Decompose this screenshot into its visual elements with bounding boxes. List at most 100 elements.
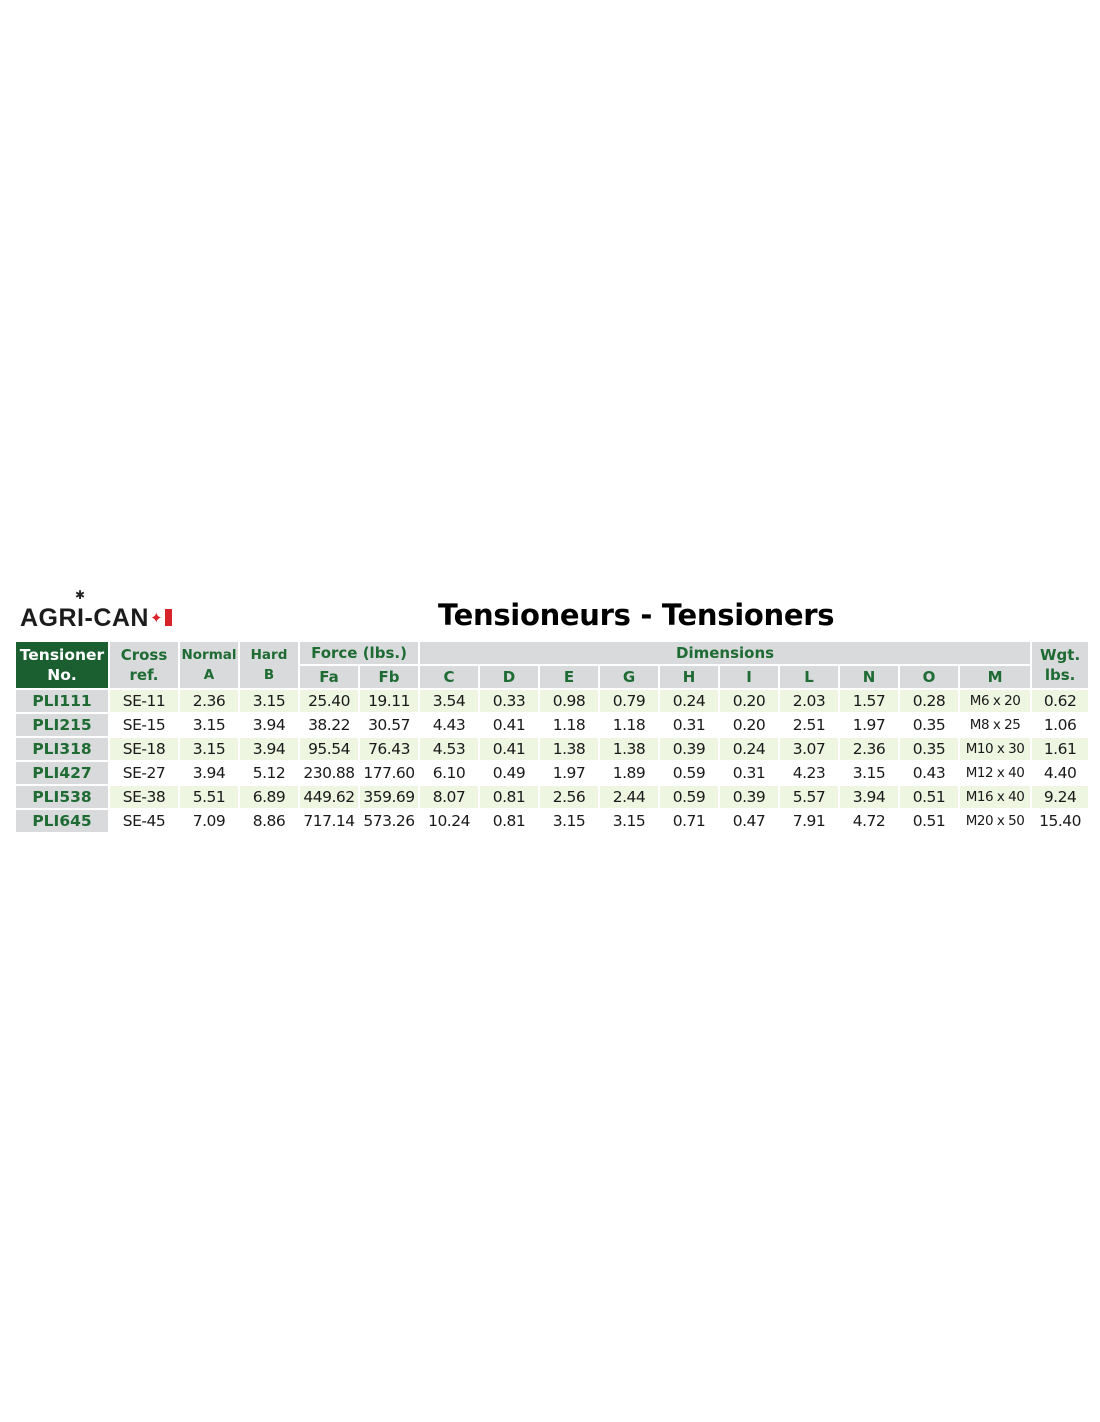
wheat-icon: ✱ xyxy=(75,588,86,602)
header-sublabel: A xyxy=(203,667,215,683)
agri-can-logo: ✱ AGRI-CAN ✦ xyxy=(20,588,172,632)
table-cell: SE-38 xyxy=(110,786,178,808)
table-cell: 0.39 xyxy=(720,786,779,808)
tensioner-number: PLI215 xyxy=(16,714,108,736)
table-cell: 0.51 xyxy=(912,812,946,830)
table-cell: 0.24 xyxy=(660,690,719,712)
table-cell: 1.38 xyxy=(600,738,659,760)
table-cell: 95.54 xyxy=(300,738,358,760)
table-cell: 30.57 xyxy=(368,716,410,734)
table-cell: 76.43 xyxy=(360,738,419,760)
header-e: E xyxy=(540,666,599,688)
table-cell: 19.11 xyxy=(360,690,419,712)
tensioner-number: PLI538 xyxy=(16,786,108,808)
header-tensioner-no: Tensioner No. xyxy=(16,642,108,688)
table-cell: M20 x 50 xyxy=(965,813,1025,829)
table-cell: 1.18 xyxy=(552,716,586,734)
table-row: PLI111 SE-11 2.36 3.15 25.40 19.11 3.54 0.33 0.9… xyxy=(16,690,1089,712)
table-cell: SE-27 xyxy=(122,764,166,782)
table-cell: 1.18 xyxy=(612,716,646,734)
table-cell: 2.36 xyxy=(840,738,899,760)
header-sublabel: B xyxy=(263,667,275,683)
table-cell: 3.94 xyxy=(192,764,226,782)
table-cell: 0.41 xyxy=(492,716,526,734)
header-o: O xyxy=(900,666,959,688)
tensioner-number: PLI645 xyxy=(16,810,108,832)
table-cell: 5.12 xyxy=(252,764,286,782)
table-cell: 2.36 xyxy=(180,690,238,712)
table-cell: 177.60 xyxy=(363,764,415,782)
table-cell: 0.81 xyxy=(480,786,539,808)
table-cell: 0.33 xyxy=(480,690,539,712)
table-cell: 0.41 xyxy=(480,738,539,760)
table-cell: M10 x 30 xyxy=(960,738,1031,760)
table-cell: 2.03 xyxy=(780,690,839,712)
table-cell: SE-15 xyxy=(122,716,166,734)
header-dimensions: Dimensions xyxy=(420,642,1031,664)
table-cell: 0.59 xyxy=(660,786,719,808)
table-cell: M8 x 25 xyxy=(969,717,1021,733)
table-cell: 449.62 xyxy=(300,786,358,808)
header-label: Hard xyxy=(250,647,288,663)
header-c: C xyxy=(420,666,479,688)
table-cell: 0.43 xyxy=(912,764,946,782)
table-cell: 0.59 xyxy=(672,764,706,782)
header-g: G xyxy=(600,666,659,688)
tensioner-number: PLI111 xyxy=(16,690,108,712)
table-cell: 0.81 xyxy=(492,812,526,830)
header-label: Wgt. xyxy=(1040,646,1081,664)
table-cell: 7.09 xyxy=(192,812,226,830)
table-cell: 0.28 xyxy=(900,690,959,712)
table-cell: 717.14 xyxy=(303,812,355,830)
tensioner-number: PLI318 xyxy=(16,738,108,760)
table-cell: 1.38 xyxy=(540,738,599,760)
header-n: N xyxy=(840,666,899,688)
header-sublabel: No. xyxy=(47,666,77,684)
table-cell: 3.15 xyxy=(240,690,298,712)
table-cell: M16 x 40 xyxy=(960,786,1031,808)
table-cell: 0.51 xyxy=(900,786,959,808)
table-cell: 25.40 xyxy=(300,690,358,712)
table-cell: 230.88 xyxy=(303,764,355,782)
table-cell: 6.89 xyxy=(240,786,298,808)
table-cell: 573.26 xyxy=(363,812,415,830)
tensioner-number: PLI427 xyxy=(16,762,108,784)
header-l: L xyxy=(780,666,839,688)
table-cell: 3.15 xyxy=(612,812,646,830)
header-fa: Fa xyxy=(300,666,358,688)
table-cell: 3.15 xyxy=(552,812,586,830)
table-cell: 4.23 xyxy=(792,764,826,782)
header-m: M xyxy=(960,666,1031,688)
table-cell: 359.69 xyxy=(360,786,419,808)
table-cell: 1.97 xyxy=(852,716,886,734)
table-cell: 3.94 xyxy=(840,786,899,808)
header-label: Normal xyxy=(181,647,237,663)
header-h: H xyxy=(660,666,719,688)
header-sublabel: ref. xyxy=(129,666,159,684)
table-cell: 3.07 xyxy=(780,738,839,760)
table-cell: 0.20 xyxy=(732,716,766,734)
table-cell: SE-18 xyxy=(110,738,178,760)
table-cell: 3.15 xyxy=(180,738,238,760)
table-cell: 5.57 xyxy=(780,786,839,808)
header-label: Cross xyxy=(120,646,168,664)
table-row: PLI318 SE-18 3.15 3.94 95.54 76.43 4.53 0.41 1.3… xyxy=(16,738,1089,760)
tensioner-spec-table: Tensioner No. Cross ref. Normal A Hard B… xyxy=(14,640,1090,834)
table-cell: 0.71 xyxy=(672,812,706,830)
flag-bar-icon xyxy=(164,609,172,626)
table-cell: 4.40 xyxy=(1043,764,1077,782)
table-cell: 3.94 xyxy=(240,738,298,760)
page-title: Tensioneurs - Tensioners xyxy=(438,598,835,632)
table-cell: 1.89 xyxy=(612,764,646,782)
header-d: D xyxy=(480,666,539,688)
table-cell: 1.06 xyxy=(1043,716,1077,734)
maple-leaf-icon: ✦ xyxy=(150,609,163,627)
table-cell: 0.49 xyxy=(492,764,526,782)
table-cell: SE-11 xyxy=(110,690,178,712)
table-cell: 0.31 xyxy=(732,764,766,782)
table-cell: 2.51 xyxy=(792,716,826,734)
table-cell: 1.97 xyxy=(552,764,586,782)
table-cell: 0.79 xyxy=(600,690,659,712)
table-cell: M12 x 40 xyxy=(965,765,1025,781)
table-cell: 0.98 xyxy=(540,690,599,712)
